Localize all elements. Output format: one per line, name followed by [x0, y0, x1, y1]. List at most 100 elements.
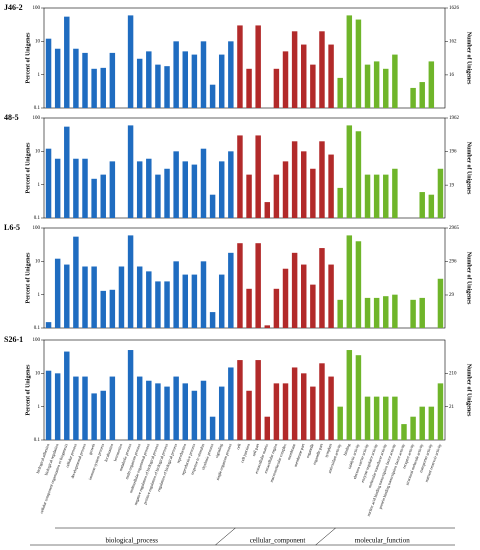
- bar: [173, 41, 179, 109]
- bar: [428, 194, 435, 218]
- bar: [146, 158, 152, 218]
- bar: [82, 376, 88, 440]
- bar: [237, 360, 243, 440]
- y2-axis-title: Number of Unigenes: [466, 364, 472, 417]
- bar: [392, 168, 398, 218]
- bar: [419, 192, 425, 218]
- bar: [218, 386, 225, 440]
- bar: [383, 174, 389, 218]
- bar: [392, 54, 398, 108]
- bar: [54, 373, 61, 440]
- bar: [127, 235, 134, 328]
- panel-label: 48-5: [4, 113, 19, 122]
- bar: [364, 396, 371, 440]
- bar: [100, 67, 106, 108]
- bar: [364, 297, 371, 328]
- x-tick-label: symplast: [323, 442, 333, 458]
- bar: [64, 16, 70, 108]
- bar: [337, 77, 343, 108]
- y2-tick-label: 21: [449, 405, 455, 410]
- bar: [282, 383, 289, 440]
- bar: [273, 383, 280, 440]
- bar: [319, 141, 325, 218]
- y-axis-title: Percent of Unigenes: [25, 32, 31, 84]
- bar: [319, 248, 325, 328]
- y2-tick-label: 210: [449, 372, 457, 377]
- bar: [64, 351, 70, 440]
- y-tick-label: 100: [33, 226, 41, 231]
- bar: [419, 406, 425, 440]
- bar: [328, 44, 334, 108]
- bar: [428, 61, 435, 108]
- bar: [91, 266, 97, 328]
- y2-tick-label: 1962: [449, 116, 460, 121]
- panel-label: L6-5: [4, 223, 20, 232]
- y-tick-label: 0.1: [34, 216, 41, 221]
- plot-frame: [43, 117, 446, 219]
- bar: [109, 161, 116, 218]
- bar: [64, 264, 70, 328]
- bar: [392, 396, 398, 440]
- x-tick-label: localization: [103, 443, 114, 462]
- x-tick-label: cell junction: [239, 443, 251, 463]
- bar: [82, 158, 88, 218]
- y2-tick-label: 16: [449, 73, 455, 78]
- bar: [54, 158, 61, 218]
- bar: [237, 135, 243, 218]
- bar: [246, 68, 252, 108]
- group-label: biological_process: [105, 537, 158, 545]
- bar: [301, 151, 307, 218]
- bar: [173, 151, 179, 218]
- x-tick-label: reproduction: [175, 443, 187, 464]
- bar: [310, 168, 316, 218]
- bar: [383, 68, 389, 108]
- panel-label: J46-2: [4, 3, 23, 12]
- bar: [282, 268, 289, 328]
- bar: [45, 148, 52, 218]
- bar: [209, 194, 216, 218]
- y2-tick-label: 296: [449, 259, 457, 264]
- bar: [73, 376, 79, 440]
- y2-axis-title: Number of Unigenes: [466, 142, 472, 195]
- bar: [246, 174, 252, 218]
- bar: [291, 141, 298, 218]
- bar: [310, 386, 316, 440]
- bar: [364, 64, 371, 108]
- bar: [319, 31, 325, 109]
- bar: [401, 424, 407, 440]
- bar: [228, 252, 234, 328]
- y2-tick-label: 1626: [449, 6, 460, 11]
- bar: [209, 84, 216, 108]
- bar: [319, 363, 325, 440]
- bar: [437, 278, 444, 328]
- y2-axis-title: Number of Unigenes: [466, 252, 472, 305]
- bar: [273, 288, 280, 328]
- bar: [373, 396, 380, 440]
- bar: [218, 161, 225, 218]
- bar: [410, 299, 416, 328]
- bar: [337, 406, 343, 440]
- y-tick-label: 10: [35, 371, 41, 376]
- bar: [182, 51, 188, 108]
- bar: [209, 416, 216, 440]
- bar: [282, 161, 289, 218]
- bar: [45, 322, 52, 328]
- y-tick-label: 1: [38, 293, 41, 298]
- bar: [419, 297, 425, 328]
- plot-frame: [43, 227, 446, 329]
- x-tick-label: organelle: [305, 443, 315, 459]
- y-tick-label: 100: [33, 116, 41, 121]
- y-axis-title: Percent of Unigenes: [25, 252, 31, 304]
- bar: [109, 52, 116, 108]
- bar: [182, 383, 188, 440]
- group-label: molecular_function: [355, 537, 410, 545]
- bar: [437, 383, 444, 440]
- bar: [346, 125, 353, 218]
- bar: [173, 376, 179, 440]
- bar: [218, 54, 225, 108]
- bar: [118, 266, 125, 328]
- bar: [301, 44, 307, 108]
- bar: [136, 266, 143, 328]
- bar: [73, 48, 79, 108]
